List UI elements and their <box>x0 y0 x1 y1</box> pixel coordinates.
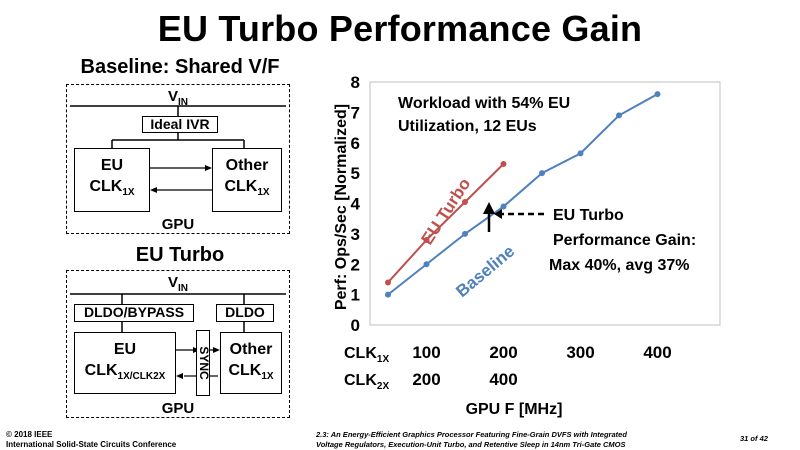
turbo-gpu-region <box>66 270 290 418</box>
gain-arrowhead <box>483 202 495 214</box>
turbo-other-clk: CLK1X <box>228 362 274 383</box>
data-point <box>462 198 468 205</box>
x-tick-label: 200 <box>412 370 440 389</box>
data-point <box>539 170 545 177</box>
slide-title: EU Turbo Performance Gain <box>157 8 643 49</box>
x-row-label: CLK1X <box>344 345 389 365</box>
baseline-gpu-region <box>66 84 290 234</box>
series-line-eu-turbo <box>387 163 505 284</box>
y-tick-label: 8 <box>351 73 360 92</box>
baseline-eu-clk: CLK1X <box>89 178 135 199</box>
baseline-other-clk: CLK1X <box>224 178 270 199</box>
baseline-vin-label: VIN <box>167 88 188 108</box>
y-tick-label: 4 <box>351 195 361 214</box>
x-row-label: CLK2X <box>344 372 389 392</box>
data-point <box>500 161 507 168</box>
footer-left: © 2018 IEEE International Solid-State Ci… <box>6 430 176 450</box>
gain-text-line2: Performance Gain: <box>553 232 696 249</box>
x-tick-label: 400 <box>643 343 671 362</box>
y-tick-label: 7 <box>351 103 360 122</box>
y-tick-label: 6 <box>351 134 360 153</box>
footer-page-number: 31 of 42 <box>740 434 768 443</box>
turbo-dldo-box: DLDO <box>216 304 274 322</box>
baseline-heading: Baseline: Shared V/F <box>80 56 280 78</box>
turbo-other-label: Other <box>229 341 273 358</box>
baseline-eu-box: EU CLK1X <box>74 148 150 212</box>
baseline-eu-label: EU <box>100 157 124 174</box>
x-tick-label: 100 <box>412 343 440 362</box>
turbo-dldo-bypass-box: DLDO/BYPASS <box>74 304 194 322</box>
baseline-gpu-label: GPU <box>161 216 195 233</box>
plot-frame <box>369 81 721 326</box>
turbo-vin-label: VIN <box>167 274 188 294</box>
x-tick-label: 300 <box>566 343 594 362</box>
baseline-other-label: Other <box>225 157 269 174</box>
turbo-eu-clk: CLK1X/CLK2X <box>84 362 166 383</box>
data-point <box>500 203 507 210</box>
data-point <box>616 112 622 119</box>
gain-text-line3: Max 40%, avg 37% <box>549 257 690 274</box>
baseline-ivr-box: Ideal IVR <box>142 116 218 133</box>
series-line-baseline <box>387 93 658 296</box>
turbo-other-box: Other CLK1X <box>220 332 282 394</box>
gain-text-line1: EU Turbo <box>553 207 624 224</box>
data-point <box>462 230 468 237</box>
y-axis-label: Perf: Ops/Sec [Normalized] <box>333 104 350 310</box>
workload-annotation-line2: Utilization, 12 EUs <box>398 118 537 135</box>
x-tick-label: 200 <box>489 343 517 362</box>
x-tick-label: 400 <box>489 370 517 389</box>
turbo-heading: EU Turbo <box>135 244 225 266</box>
data-point <box>423 236 430 243</box>
turbo-gpu-label: GPU <box>161 400 195 417</box>
y-tick-label: 3 <box>351 225 360 244</box>
eu-turbo-series-label: EU Turbo <box>417 175 474 248</box>
turbo-sync-block: SYNC <box>196 330 211 396</box>
data-point <box>423 261 430 268</box>
data-point <box>385 291 391 298</box>
footer-center: 2.3: An Energy-Efficient Graphics Proces… <box>316 430 627 450</box>
gain-pointer-head <box>494 209 502 219</box>
y-tick-label: 2 <box>351 255 360 274</box>
y-tick-label: 0 <box>351 316 360 335</box>
data-point <box>654 91 661 98</box>
y-tick-label: 1 <box>351 286 360 305</box>
y-tick-label: 5 <box>351 164 360 183</box>
turbo-eu-label: EU <box>113 341 137 358</box>
data-point <box>577 150 584 157</box>
baseline-series-label: Baseline <box>452 242 518 302</box>
x-axis-label: GPU F [MHz] <box>466 401 563 418</box>
footer-paper-line2: Voltage Regulators, Execution-Unit Turbo… <box>316 440 626 449</box>
turbo-eu-box: EU CLK1X/CLK2X <box>74 332 176 394</box>
footer-copyright: © 2018 IEEE <box>6 430 53 439</box>
workload-annotation-line1: Workload with 54% EU <box>398 95 570 112</box>
footer-conference: International Solid-State Circuits Confe… <box>6 440 177 449</box>
baseline-other-box: Other CLK1X <box>212 148 282 212</box>
footer-paper-line1: 2.3: An Energy-Efficient Graphics Proces… <box>316 430 627 439</box>
data-point <box>385 279 391 286</box>
